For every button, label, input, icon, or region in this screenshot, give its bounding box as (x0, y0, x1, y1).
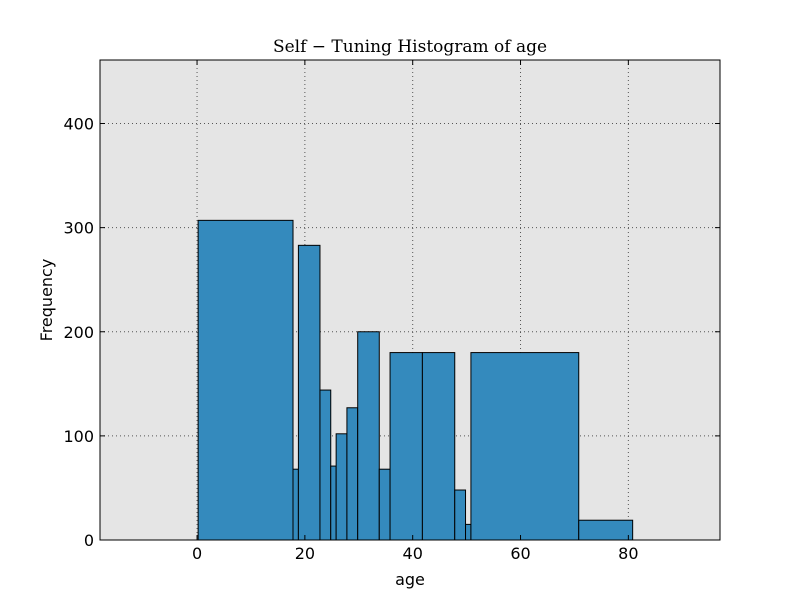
chart-title: Self − Tuning Histogram of age (273, 37, 547, 57)
y-tick-labels: 0 100 200 300 400 (63, 115, 94, 550)
histogram-bar (578, 519, 634, 541)
y-tick-label: 100 (63, 427, 94, 446)
histogram-bar (357, 331, 380, 541)
y-axis-label: Frequency (37, 259, 56, 342)
plot-frame (99, 59, 721, 541)
x-tick-label: 80 (618, 544, 638, 563)
histogram-bar (470, 352, 580, 541)
x-tick-label: 40 (403, 544, 423, 563)
x-tick-label: 60 (510, 544, 530, 563)
histogram-bar (378, 468, 391, 541)
y-tick-label: 300 (63, 219, 94, 238)
y-tick-label: 200 (63, 323, 94, 342)
axis-ticks (100, 60, 720, 541)
histogram-bar (335, 433, 348, 541)
histogram-bar (454, 489, 467, 541)
histogram-bar (389, 352, 423, 541)
histogram-bar (292, 468, 299, 541)
histogram-bar (319, 389, 332, 541)
histogram-bar (297, 244, 321, 541)
histogram-bars (197, 219, 634, 541)
x-tick-label: 0 (192, 544, 202, 563)
x-tick-label: 20 (295, 544, 315, 563)
y-tick-label: 400 (63, 115, 94, 134)
x-tick-labels: 0 20 40 60 80 (192, 544, 639, 563)
y-tick-label: 0 (84, 531, 94, 550)
histogram-bar (346, 407, 359, 541)
histogram-bar (330, 465, 337, 541)
x-axis-label: age (395, 570, 425, 589)
histogram-bar (197, 219, 294, 541)
histogram-bar (421, 352, 456, 541)
histogram-bar (465, 523, 472, 541)
